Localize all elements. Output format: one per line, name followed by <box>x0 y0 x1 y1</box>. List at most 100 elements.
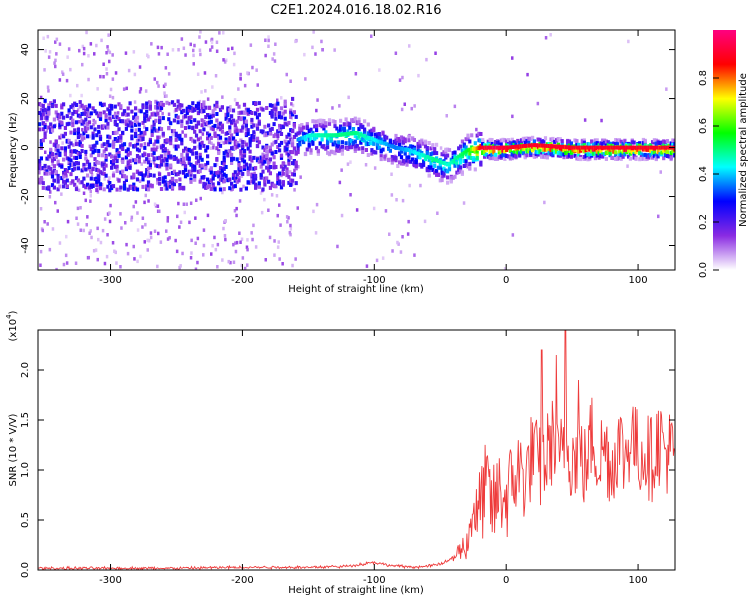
heatmap-cell <box>56 173 60 178</box>
heatmap-cell <box>346 162 350 166</box>
heatmap-cell <box>85 30 88 35</box>
heatmap-cell <box>46 85 50 89</box>
heatmap-cell <box>144 89 148 93</box>
heatmap-cell <box>464 145 468 150</box>
heatmap-ridge-cell <box>379 140 383 145</box>
heatmap-cell <box>239 117 243 122</box>
heatmap-cell <box>89 199 92 203</box>
heatmap-cell <box>209 114 213 119</box>
heatmap-cell <box>494 142 498 147</box>
heatmap-cell <box>60 120 64 125</box>
heatmap-cell <box>449 179 453 184</box>
heatmap-cell <box>230 114 234 119</box>
heatmap-cell <box>204 182 208 187</box>
heatmap-cell <box>279 106 284 111</box>
heatmap-cell <box>567 153 572 157</box>
heatmap-cell <box>643 152 647 157</box>
heatmap-cell <box>84 156 88 161</box>
heatmap-cell <box>299 175 302 179</box>
snr-y-label: SNR (10 * V/V) <box>8 413 19 486</box>
heatmap-cell <box>253 171 256 176</box>
heatmap-cell <box>76 161 80 166</box>
heatmap-cell <box>86 134 90 139</box>
heatmap-cell <box>278 181 282 186</box>
heatmap-cell <box>159 145 164 150</box>
heatmap-ridge-cell <box>377 139 381 144</box>
snr-x-label: Height of straight line (km) <box>288 585 424 596</box>
heatmap-cell <box>418 149 422 154</box>
heatmap-cell <box>647 154 651 159</box>
heatmap-cell <box>632 155 636 160</box>
heatmap-cell <box>165 186 169 191</box>
heatmap-cell <box>43 98 47 103</box>
heatmap-ridge-cell <box>584 145 588 150</box>
heatmap-cell <box>91 184 95 188</box>
heatmap-cell <box>108 116 112 121</box>
heatmap-cell <box>191 148 195 152</box>
heatmap-cell <box>291 178 295 183</box>
heatmap-cell <box>137 171 141 176</box>
heatmap-cell <box>425 150 429 155</box>
heatmap-cell <box>591 151 596 156</box>
heatmap-cell <box>199 196 202 201</box>
heatmap-cell <box>74 261 78 265</box>
heatmap-cell <box>617 155 621 160</box>
heatmap-cell <box>180 141 184 146</box>
heatmap-cell <box>379 137 383 142</box>
heatmap-cell <box>189 149 193 154</box>
heatmap-cell <box>152 151 156 156</box>
heatmap-cell <box>152 161 156 165</box>
heatmap-cell <box>391 249 394 253</box>
heatmap-cell <box>412 138 416 142</box>
heatmap-cell <box>217 105 220 109</box>
heatmap-ridge-cell <box>516 144 520 149</box>
heatmap-cell <box>280 173 283 178</box>
heatmap-ridge-cell <box>560 144 564 149</box>
heatmap-cell <box>322 145 326 150</box>
heatmap-cell <box>145 157 149 162</box>
heatmap-cell <box>518 153 522 158</box>
heatmap-cell <box>460 139 464 144</box>
heatmap-cell <box>283 121 287 126</box>
heatmap-cell <box>641 137 645 142</box>
heatmap-cell <box>475 156 479 160</box>
heatmap-cell <box>43 171 47 176</box>
heatmap-cell <box>189 170 193 175</box>
heatmap-cell <box>363 119 367 124</box>
heatmap-cell <box>588 152 592 157</box>
heatmap-cell <box>71 103 75 108</box>
heatmap-cell <box>413 253 416 257</box>
heatmap-cell <box>146 238 149 243</box>
heatmap-cell <box>125 242 128 247</box>
heatmap-cell <box>38 102 42 107</box>
heatmap-cell <box>198 169 202 174</box>
heatmap-cell <box>538 149 542 154</box>
heatmap-cell <box>124 126 128 131</box>
heatmap-cell <box>274 116 278 121</box>
heatmap-cell <box>49 166 53 171</box>
heatmap-cell <box>150 112 154 117</box>
heatmap-cell <box>222 141 225 145</box>
heatmap-cell <box>185 153 189 158</box>
heatmap-cell <box>468 161 472 166</box>
heatmap-cell <box>267 179 271 184</box>
heatmap-cell <box>575 156 579 161</box>
heatmap-cell <box>206 154 210 159</box>
heatmap-cell <box>281 180 285 185</box>
heatmap-cell <box>379 149 383 154</box>
heatmap-cell <box>121 169 125 174</box>
heatmap-cell <box>178 103 182 107</box>
heatmap-cell <box>231 118 236 123</box>
heatmap-cell <box>200 118 204 123</box>
heatmap-cell <box>156 164 160 169</box>
heatmap-cell <box>217 142 221 147</box>
heatmap-cell <box>87 255 90 260</box>
heatmap-cell <box>276 136 280 141</box>
heatmap-cell <box>420 139 424 144</box>
heatmap-cell <box>237 178 241 183</box>
heatmap-cell <box>662 148 666 153</box>
colorbar-tick-label: 0.8 <box>698 70 709 86</box>
heatmap-cell <box>567 139 572 144</box>
heatmap-cell <box>313 119 317 124</box>
heatmap-cell <box>187 147 191 152</box>
